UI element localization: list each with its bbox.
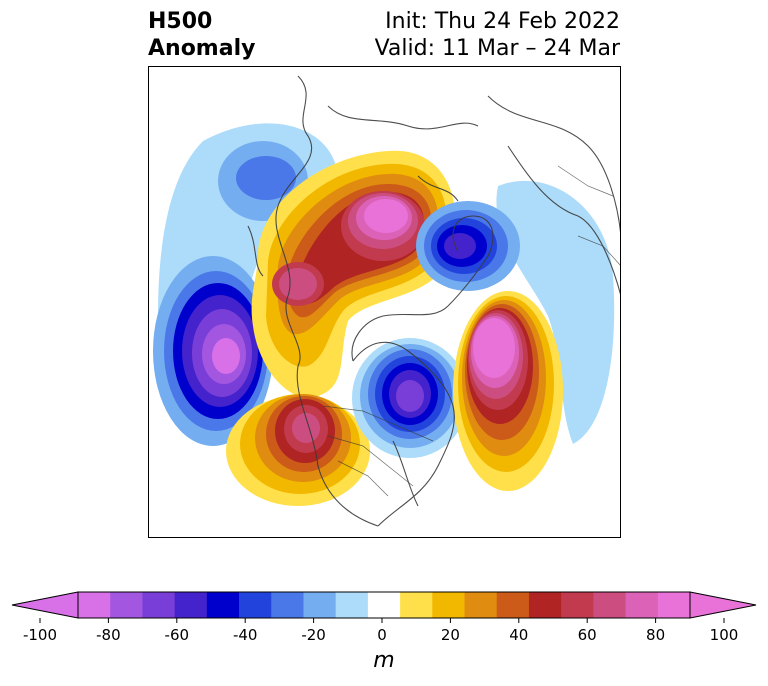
colorbar-tick-label: 100 — [710, 626, 739, 642]
colorbar-tick-label: -60 — [165, 626, 190, 642]
colorbar-swatch — [593, 592, 627, 618]
colorbar-tick-label: 40 — [509, 626, 528, 642]
colorbar-tick-label: 80 — [646, 626, 665, 642]
colorbar-swatch — [335, 592, 369, 618]
western-na-ridge — [226, 394, 370, 506]
scandinavia-low — [416, 201, 520, 291]
colorbar-swatch — [271, 592, 304, 618]
title-variable: H500 — [148, 9, 213, 34]
coastlines — [247, 75, 621, 527]
colorbar-tick-label: -40 — [233, 626, 258, 642]
map-title-left: H500 Anomaly — [148, 8, 255, 62]
colorbar-tick-label: 20 — [441, 626, 460, 642]
colorbar-tick-label: -20 — [301, 626, 326, 642]
colorbar-swatch — [174, 592, 208, 618]
colorbar-ticks: -100 -80 -60 -40 -20 0 20 40 60 80 100 — [23, 618, 738, 642]
colorbar-tick-label: 60 — [578, 626, 597, 642]
colorbar-swatch — [496, 592, 530, 618]
colorbar-swatch — [528, 592, 562, 618]
colorbar-swatches — [11, 591, 757, 619]
title-init-date: Init: Thu 24 Feb 2022 — [385, 9, 620, 34]
north-pacific-low — [153, 256, 273, 446]
colorbar-tick-label: 0 — [377, 626, 387, 642]
colorbar-swatch — [303, 592, 337, 618]
colorbar-swatch — [78, 592, 111, 618]
colorbar-unit-label: m — [373, 648, 395, 673]
colorbar-swatch — [464, 592, 498, 618]
colorbar-extend-low — [11, 591, 79, 619]
colorbar-swatch — [367, 592, 401, 618]
colorbar-swatch — [206, 592, 240, 618]
colorbar-tick-label: -80 — [96, 626, 121, 642]
eastern-canada-trough — [352, 338, 468, 458]
colorbar-swatch — [561, 592, 594, 618]
colorbar-swatch — [657, 592, 691, 618]
colorbar-swatch — [142, 592, 176, 618]
colorbar-swatch — [239, 592, 272, 618]
colorbar-swatch — [432, 592, 466, 618]
country-borders — [322, 165, 621, 497]
colorbar-swatch — [625, 592, 659, 618]
colorbar-swatch — [110, 592, 143, 618]
colorbar-extend-high — [689, 591, 757, 619]
title-field: Anomaly — [148, 36, 256, 61]
title-valid-range: Valid: 11 Mar – 24 Mar — [374, 36, 620, 61]
colorbar-border — [77, 591, 691, 619]
atlantic-ridge — [453, 291, 563, 491]
arctic-ridge — [251, 150, 456, 398]
colorbar-swatch — [400, 592, 433, 618]
colorbar: -100 -80 -60 -40 -20 0 20 40 60 80 100 — [11, 591, 757, 642]
anomaly-map — [148, 66, 621, 538]
colorbar-tick-label: -100 — [23, 626, 57, 642]
map-title-right: Init: Thu 24 Feb 2022 Valid: 11 Mar – 24… — [375, 8, 620, 62]
neg-envelope-east — [496, 180, 615, 444]
